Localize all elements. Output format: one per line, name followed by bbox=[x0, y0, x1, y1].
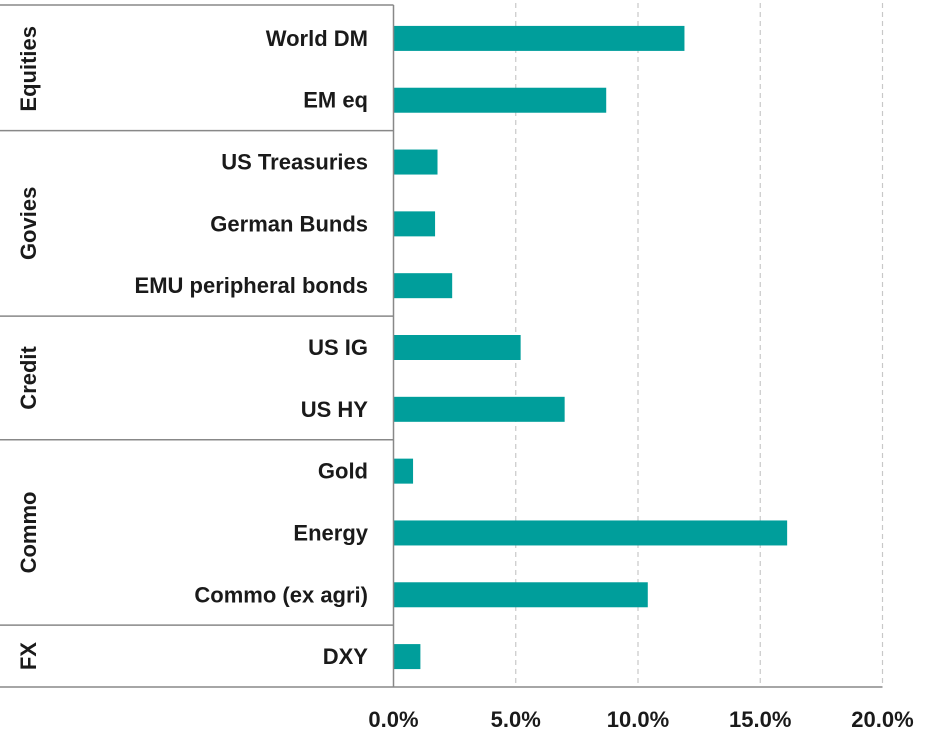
x-tick-label: 5.0% bbox=[491, 707, 541, 732]
group-label: Govies bbox=[16, 187, 41, 260]
bar-dxy bbox=[393, 644, 421, 670]
bar-us-hy bbox=[393, 396, 565, 422]
category-label: EM eq bbox=[303, 88, 368, 113]
x-tick-label: 10.0% bbox=[607, 707, 669, 732]
bar-energy bbox=[393, 520, 788, 546]
category-label: US HY bbox=[301, 397, 369, 422]
category-label: DXY bbox=[323, 644, 369, 669]
bar-emu-peripheral-bonds bbox=[393, 273, 453, 299]
bar-commo-ex-agri- bbox=[393, 582, 648, 608]
bar-world-dm bbox=[393, 25, 685, 51]
category-label: World DM bbox=[266, 26, 368, 51]
category-label: US IG bbox=[308, 335, 368, 360]
category-label: Gold bbox=[318, 459, 368, 484]
category-label: Commo (ex agri) bbox=[194, 582, 368, 607]
bar-us-ig bbox=[393, 335, 521, 360]
group-label: Equities bbox=[16, 26, 41, 112]
bar-german-bunds bbox=[393, 211, 436, 237]
x-tick-label: 20.0% bbox=[851, 707, 913, 732]
group-label: FX bbox=[16, 642, 41, 670]
x-tick-label: 0.0% bbox=[368, 707, 418, 732]
group-label: Credit bbox=[16, 345, 41, 409]
group-label: Commo bbox=[16, 492, 41, 574]
category-label: US Treasuries bbox=[221, 150, 368, 175]
bar-em-eq bbox=[393, 87, 607, 113]
x-tick-label: 15.0% bbox=[729, 707, 791, 732]
bar-gold bbox=[393, 458, 414, 484]
category-label: Energy bbox=[293, 520, 368, 545]
bar-us-treasuries bbox=[393, 149, 438, 175]
category-label: EMU peripheral bonds bbox=[135, 273, 368, 298]
category-label: German Bunds bbox=[210, 211, 368, 236]
